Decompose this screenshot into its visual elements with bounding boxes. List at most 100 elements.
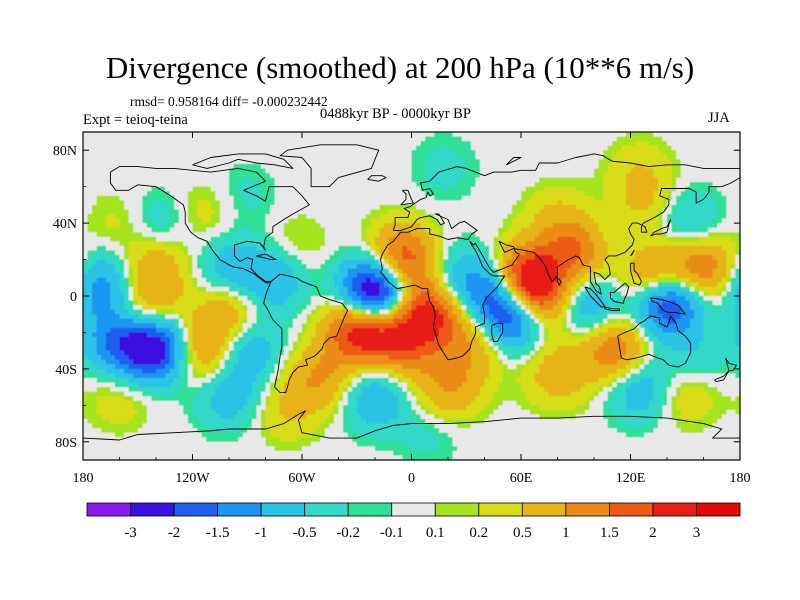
field-cell bbox=[87, 264, 93, 270]
field-cell bbox=[370, 159, 376, 165]
field-cell bbox=[671, 273, 677, 279]
field-cell bbox=[384, 250, 390, 256]
field-cell bbox=[429, 209, 435, 215]
field-cell bbox=[502, 218, 508, 224]
field-cell bbox=[466, 259, 472, 265]
field-cell bbox=[137, 255, 143, 261]
field-cell bbox=[448, 255, 454, 261]
field-cell bbox=[703, 195, 709, 201]
field-cell bbox=[142, 195, 148, 201]
field-cell bbox=[680, 236, 686, 242]
field-cell bbox=[329, 259, 335, 265]
field-cell bbox=[96, 154, 102, 160]
field-cell bbox=[589, 163, 595, 170]
field-cell bbox=[493, 145, 499, 151]
field-cell bbox=[333, 191, 340, 197]
field-cell bbox=[635, 264, 641, 270]
field-cell bbox=[197, 264, 203, 270]
field-cell bbox=[128, 173, 134, 179]
field-cell bbox=[607, 250, 613, 256]
field-cell bbox=[694, 255, 700, 261]
field-cell bbox=[169, 255, 175, 261]
field-cell bbox=[238, 163, 244, 170]
field-cell bbox=[475, 182, 481, 188]
field-cell bbox=[721, 150, 727, 156]
field-cell bbox=[475, 141, 481, 147]
field-cell bbox=[712, 168, 718, 174]
field-cell bbox=[375, 286, 381, 293]
field-cell bbox=[119, 186, 125, 192]
field-cell bbox=[475, 136, 481, 142]
field-cell bbox=[292, 218, 299, 224]
field-cell bbox=[165, 223, 171, 229]
field-cell bbox=[685, 259, 691, 265]
field-cell bbox=[717, 273, 723, 279]
field-cell bbox=[429, 241, 435, 247]
field-cell bbox=[557, 136, 563, 142]
field-cell bbox=[219, 241, 226, 247]
field-cell bbox=[229, 186, 235, 192]
field-cell bbox=[680, 255, 686, 261]
field-cell bbox=[548, 232, 554, 238]
field-cell bbox=[256, 209, 262, 215]
field-cell bbox=[525, 186, 531, 192]
field-cell bbox=[493, 159, 499, 165]
field-cell bbox=[420, 273, 426, 279]
field-cell bbox=[489, 227, 495, 233]
field-cell bbox=[425, 154, 431, 160]
field-cell bbox=[685, 150, 691, 156]
field-cell bbox=[530, 245, 536, 252]
field-cell bbox=[511, 182, 518, 188]
field-cell bbox=[534, 168, 540, 174]
field-cell bbox=[356, 182, 362, 188]
field-cell bbox=[562, 218, 568, 224]
field-cell bbox=[160, 214, 166, 220]
field-cell bbox=[470, 268, 476, 274]
field-cell bbox=[730, 145, 737, 151]
field-cell bbox=[297, 159, 303, 165]
field-cell bbox=[210, 182, 216, 188]
field-cell bbox=[210, 241, 216, 247]
field-cell bbox=[352, 177, 358, 183]
field-cell bbox=[580, 141, 586, 147]
field-cell bbox=[662, 232, 668, 238]
field-cell bbox=[438, 236, 445, 242]
field-cell bbox=[105, 277, 111, 283]
field-cell bbox=[425, 273, 431, 279]
field-cell bbox=[475, 173, 481, 179]
field-cell bbox=[174, 223, 180, 229]
field-cell bbox=[361, 277, 367, 283]
field-cell bbox=[397, 132, 403, 138]
field-cell bbox=[698, 227, 705, 233]
field-cell bbox=[365, 141, 372, 147]
field-cell bbox=[119, 218, 125, 224]
field-cell bbox=[133, 150, 139, 156]
field-cell bbox=[347, 268, 353, 274]
field-cell bbox=[165, 268, 171, 274]
field-cell bbox=[114, 218, 121, 224]
field-cell bbox=[511, 218, 518, 224]
field-cell bbox=[160, 218, 166, 224]
field-cell bbox=[689, 232, 695, 238]
field-cell bbox=[110, 195, 116, 201]
field-cell bbox=[156, 186, 162, 192]
field-cell bbox=[571, 241, 577, 247]
field-cell bbox=[320, 250, 326, 256]
field-cell bbox=[365, 154, 372, 160]
field-cell bbox=[96, 282, 102, 288]
field-cell bbox=[384, 145, 390, 151]
field-cell bbox=[165, 132, 171, 138]
field-cell bbox=[324, 191, 330, 197]
field-cell bbox=[174, 200, 180, 206]
field-cell bbox=[425, 282, 431, 288]
field-cell bbox=[178, 250, 184, 256]
field-cell bbox=[388, 282, 394, 288]
field-cell bbox=[507, 191, 513, 197]
field-cell bbox=[320, 264, 326, 270]
field-cell bbox=[324, 154, 330, 160]
field-cell bbox=[393, 255, 399, 261]
field-cell bbox=[657, 282, 664, 288]
field-cell bbox=[142, 245, 148, 252]
field-cell bbox=[265, 255, 271, 261]
field-cell bbox=[425, 277, 431, 283]
